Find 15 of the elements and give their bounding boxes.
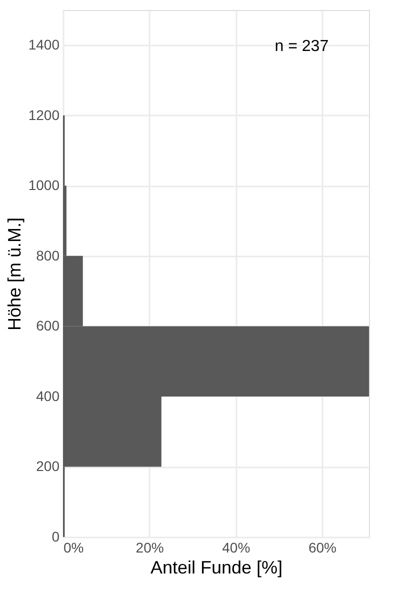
x-tick-label: 40% — [222, 540, 250, 556]
y-tick-label: 1400 — [28, 36, 60, 53]
y-tick-label: 0 — [52, 528, 60, 544]
y-tick-label: 600 — [36, 318, 60, 334]
y-tick-label: 800 — [36, 247, 60, 264]
y-tick-label: 200 — [36, 458, 60, 474]
y-tick-label: 1200 — [28, 106, 60, 123]
y-axis-title: Höhe [m ü.M.] — [4, 217, 24, 331]
x-tick-label: 60% — [308, 540, 336, 556]
y-tick-label: 400 — [36, 388, 60, 404]
x-tick-label: 20% — [136, 540, 164, 556]
x-tick-label: 0% — [64, 540, 84, 556]
x-axis-title: Anteil Funde [%] — [150, 558, 283, 578]
annotation: n = 237 — [274, 38, 329, 55]
y-tick-label: 1000 — [28, 177, 60, 194]
